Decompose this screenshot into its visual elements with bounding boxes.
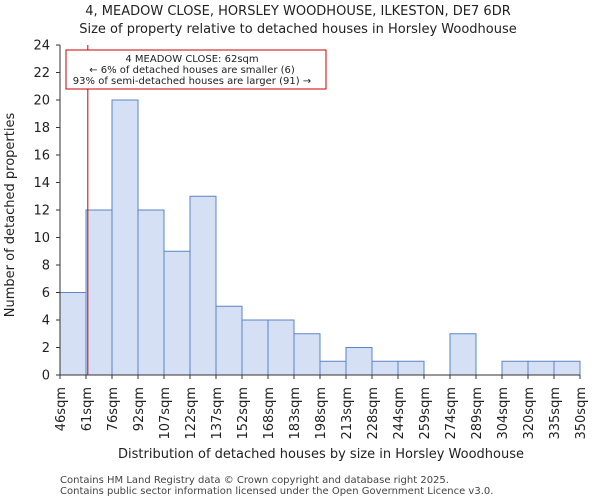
histogram-bar (163, 250, 191, 376)
x-tick-label: 259sqm (418, 387, 433, 440)
x-tick-label: 152sqm (236, 387, 251, 440)
x-tick-label: 213sqm (340, 387, 355, 440)
x-tick-label: 76sqm (106, 387, 121, 431)
x-tick-label: 198sqm (314, 387, 329, 440)
y-tick-label: 2 (42, 341, 50, 356)
x-tick-label: 350sqm (574, 387, 589, 440)
x-tick-label: 122sqm (184, 387, 199, 440)
y-axis-label: Number of detached properties (3, 113, 18, 318)
x-tick-label: 107sqm (158, 387, 173, 440)
histogram-bar (111, 99, 139, 376)
histogram-bar (267, 319, 295, 376)
x-tick-label: 168sqm (262, 387, 277, 440)
y-tick-label: 18 (33, 121, 50, 136)
x-tick-label: 320sqm (522, 387, 537, 440)
histogram-bar (319, 360, 347, 376)
x-tick-label: 289sqm (470, 387, 485, 440)
x-tick-label: 183sqm (288, 387, 303, 440)
annotation-line-3: 93% of semi-detached houses are larger (… (73, 76, 311, 87)
x-tick-label: 46sqm (54, 387, 69, 431)
histogram-bar (215, 305, 243, 376)
x-tick-label: 304sqm (496, 387, 511, 440)
histogram-bar (85, 209, 113, 376)
x-tick-label: 92sqm (132, 387, 147, 431)
x-tick-label: 61sqm (80, 387, 95, 431)
histogram-bar (345, 347, 373, 376)
histogram-bar (449, 333, 477, 376)
chart-subtitle: Size of property relative to detached ho… (79, 22, 517, 37)
annotation-frame (65, 49, 327, 90)
y-tick-label: 4 (42, 314, 50, 329)
bars-group (59, 99, 581, 376)
x-axis-ticks: 46sqm 61sqm 76sqm 92sqm 107sqm 122sqm 137sqm 15… (54, 375, 589, 440)
annotation-line-1: 4 MEADOW CLOSE: 62sqm (125, 54, 258, 65)
histogram-bar (501, 360, 529, 376)
histogram-bar (241, 319, 269, 376)
x-tick-label: 335sqm (548, 387, 563, 440)
histogram-bar (553, 360, 581, 376)
x-tick-label: 228sqm (366, 387, 381, 440)
y-tick-label: 0 (42, 369, 50, 384)
y-tick-label: 12 (33, 204, 50, 219)
x-tick-label: 274sqm (444, 387, 459, 440)
y-tick-label: 14 (33, 176, 50, 191)
footer-line-1: Contains HM Land Registry data © Crown c… (60, 475, 449, 486)
footer-line-2: Contains public sector information licen… (60, 486, 493, 497)
x-tick-label: 137sqm (210, 387, 225, 440)
y-tick-label: 22 (33, 66, 50, 81)
histogram-bar (527, 360, 555, 376)
histogram-bar (189, 195, 217, 376)
y-tick-label: 10 (33, 231, 50, 246)
y-tick-label: 24 (33, 39, 50, 54)
histogram-bar (397, 360, 425, 376)
annotation-box: 4 MEADOW CLOSE: 62sqm ← 6% of detached h… (65, 49, 327, 90)
chart-title: 4, MEADOW CLOSE, HORSLEY WOODHOUSE, ILKE… (85, 4, 510, 19)
histogram-bar (59, 292, 87, 376)
histogram-bar (293, 333, 321, 376)
x-tick-label: 244sqm (392, 387, 407, 440)
histogram-bar (137, 209, 165, 376)
histogram-bar (371, 360, 399, 376)
y-tick-label: 6 (42, 286, 50, 301)
y-tick-label: 8 (42, 259, 50, 274)
x-axis-label: Distribution of detached houses by size … (118, 447, 524, 462)
y-tick-label: 16 (33, 149, 50, 164)
y-tick-label: 20 (33, 94, 50, 109)
annotation-line-2: ← 6% of detached houses are smaller (6) (89, 65, 295, 76)
